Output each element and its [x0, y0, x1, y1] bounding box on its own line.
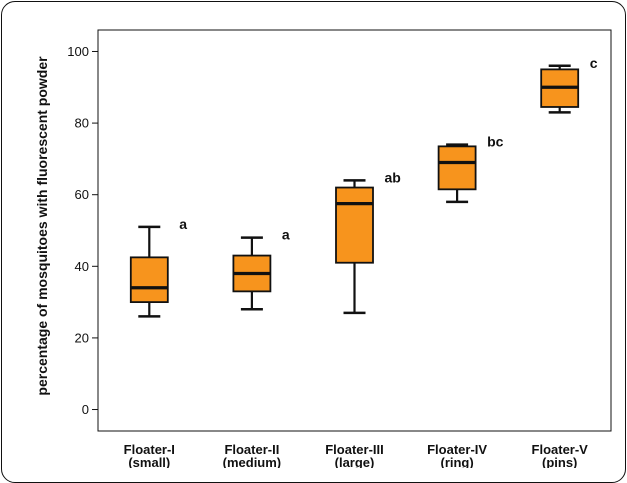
- x-category-sublabel: (pins): [542, 455, 577, 468]
- x-category-label: Floater-II: [224, 442, 279, 457]
- y-tick-label: 60: [75, 187, 89, 202]
- iqr-box: [335, 186, 374, 264]
- x-category-label: Floater-V: [532, 442, 589, 457]
- box-plot: 0 20 40 60 80 100 a Floater-I(small) a Floater-II…: [67, 29, 612, 468]
- group-letter-label: ab: [385, 169, 401, 185]
- x-category-sublabel: (ring): [440, 455, 473, 468]
- y-tick-label: 40: [75, 259, 89, 274]
- iqr-box: [129, 256, 169, 304]
- x-category-sublabel: (small): [128, 455, 170, 468]
- x-category-sublabel: (medium): [223, 455, 282, 468]
- group-letter-label: bc: [487, 134, 504, 150]
- plot-area-border: [97, 29, 612, 432]
- y-tick-label: 100: [67, 44, 89, 59]
- x-category-label: Floater-I: [124, 442, 175, 457]
- y-tick-label: 20: [75, 330, 89, 345]
- y-tick-label: 80: [75, 116, 89, 131]
- x-category-label: Floater-IV: [427, 442, 487, 457]
- group-letter-label: a: [179, 216, 187, 232]
- y-tick-label: 0: [82, 402, 89, 417]
- iqr-box: [437, 145, 477, 191]
- x-category-label: Floater-III: [325, 442, 384, 457]
- x-category-sublabel: (large): [335, 455, 375, 468]
- group-letter-label: c: [590, 55, 598, 71]
- group-letter-label: a: [282, 227, 290, 243]
